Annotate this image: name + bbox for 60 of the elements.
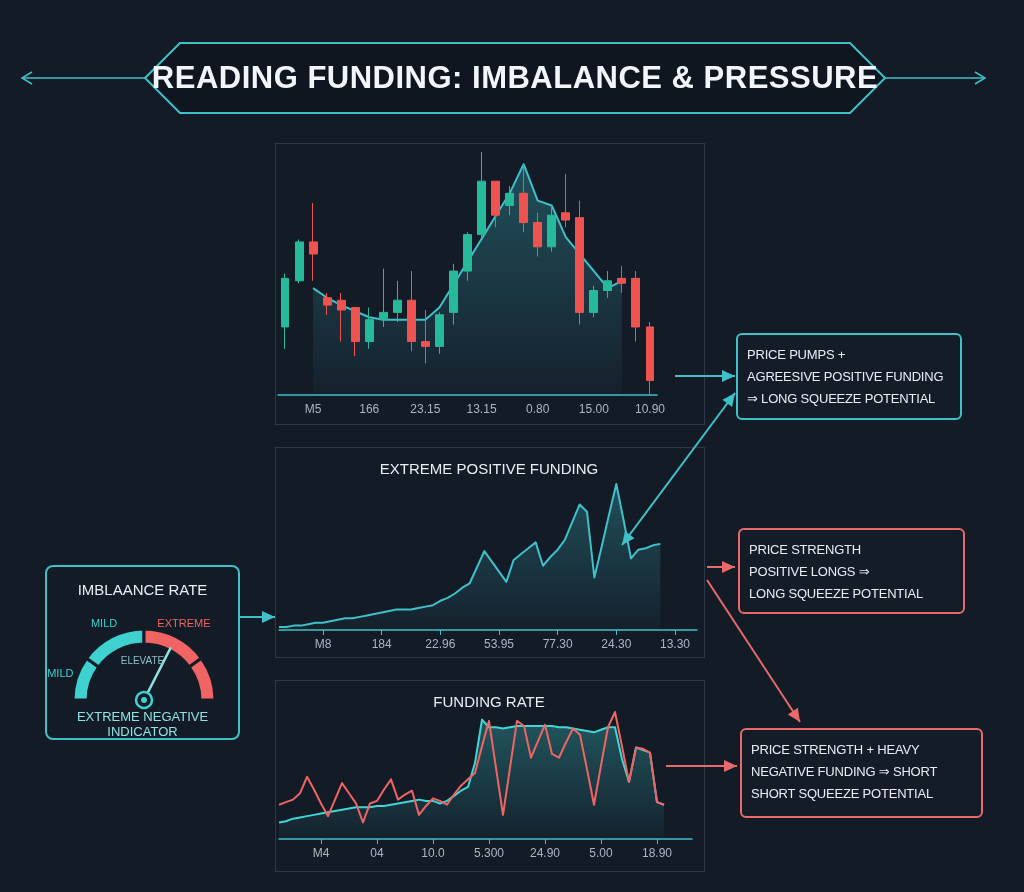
- candlestick: [337, 292, 346, 343]
- x-tick-label: 13.15: [466, 402, 497, 416]
- x-tick-label: 5.300: [473, 846, 505, 860]
- candlestick: [575, 200, 584, 326]
- chart-title: IMBLAANCE RATE: [77, 581, 208, 598]
- candlestick: [463, 231, 472, 282]
- x-tick-label: 15.00: [578, 402, 610, 416]
- x-tick-label: 22.96: [425, 637, 456, 651]
- x-tick-label: 0.80: [526, 402, 550, 416]
- candlestick: [491, 180, 500, 228]
- x-tick-label: 166: [359, 402, 380, 416]
- candlestick: [281, 273, 289, 350]
- candlestick: [547, 204, 556, 253]
- x-tick-label: M4: [312, 846, 330, 860]
- slice-label: MILD: [46, 666, 75, 681]
- x-tick-label: 10.0: [421, 846, 445, 860]
- x-tick-label: 5.00: [589, 846, 613, 860]
- candlestick: [603, 270, 612, 299]
- candlestick: [435, 311, 444, 355]
- candlestick: [351, 307, 360, 357]
- chart-title: FUNDING RATE: [433, 693, 545, 710]
- x-tick-label: 53.95: [483, 637, 515, 651]
- candlestick: [505, 185, 514, 216]
- x-tick-label: 23.15: [410, 402, 441, 416]
- text: PRICE STRENGTH + HEAVY NEGATIVE FUNDING ⇒ SHORT SHORT SQUEEZE POTENTIAL: [740, 728, 983, 818]
- text: EXTREME NEGATIVE INDICATOR: [75, 709, 210, 739]
- x-tick-label: 10.90: [634, 402, 666, 416]
- candlestick: [477, 151, 486, 238]
- x-tick-label: 24.90: [529, 846, 561, 860]
- candlestick: [295, 238, 304, 284]
- text: PRICE PUMPS + AGREESIVE POSITIVE FUNDING ⇒ LONG SQUEEZE POTENTIAL: [736, 333, 962, 420]
- candlestick: [533, 212, 542, 257]
- x-tick-label: M8: [314, 637, 332, 651]
- candlestick: [589, 285, 598, 318]
- slice-label: EXTREME: [156, 616, 212, 631]
- candlestick: [393, 280, 402, 323]
- candlestick: [379, 268, 388, 328]
- candlestick: [421, 309, 430, 364]
- slice-label: MILD: [89, 616, 119, 631]
- candlestick: [309, 202, 318, 282]
- candlestick: [449, 263, 458, 326]
- chart-title: EXTREME POSITIVE FUNDING: [379, 460, 599, 477]
- x-tick-label: 18.90: [641, 846, 673, 860]
- text: READING FUNDING: IMBALANCE & PRESSURE: [145, 43, 885, 113]
- x-tick-label: M5: [304, 402, 322, 416]
- candlestick: [617, 265, 626, 294]
- candlestick: [323, 292, 332, 316]
- x-tick-label: 13.30: [659, 637, 691, 651]
- x-tick-label: 24.30: [601, 637, 632, 651]
- candlestick: [631, 270, 640, 343]
- candlestick: [561, 173, 570, 228]
- x-tick-label: 77.30: [542, 637, 574, 651]
- candlestick: [519, 163, 528, 233]
- x-tick-label: 04: [370, 846, 384, 860]
- text: ELEVATE: [119, 655, 166, 667]
- candlestick: [646, 321, 654, 396]
- candlestick: [407, 270, 416, 352]
- x-tick-label: 184: [371, 637, 392, 651]
- text: PRICE STRENGTH POSITIVE LONGS ⇒ LONG SQUEEZE POTENTIAL: [738, 528, 965, 614]
- candlestick: [365, 307, 374, 350]
